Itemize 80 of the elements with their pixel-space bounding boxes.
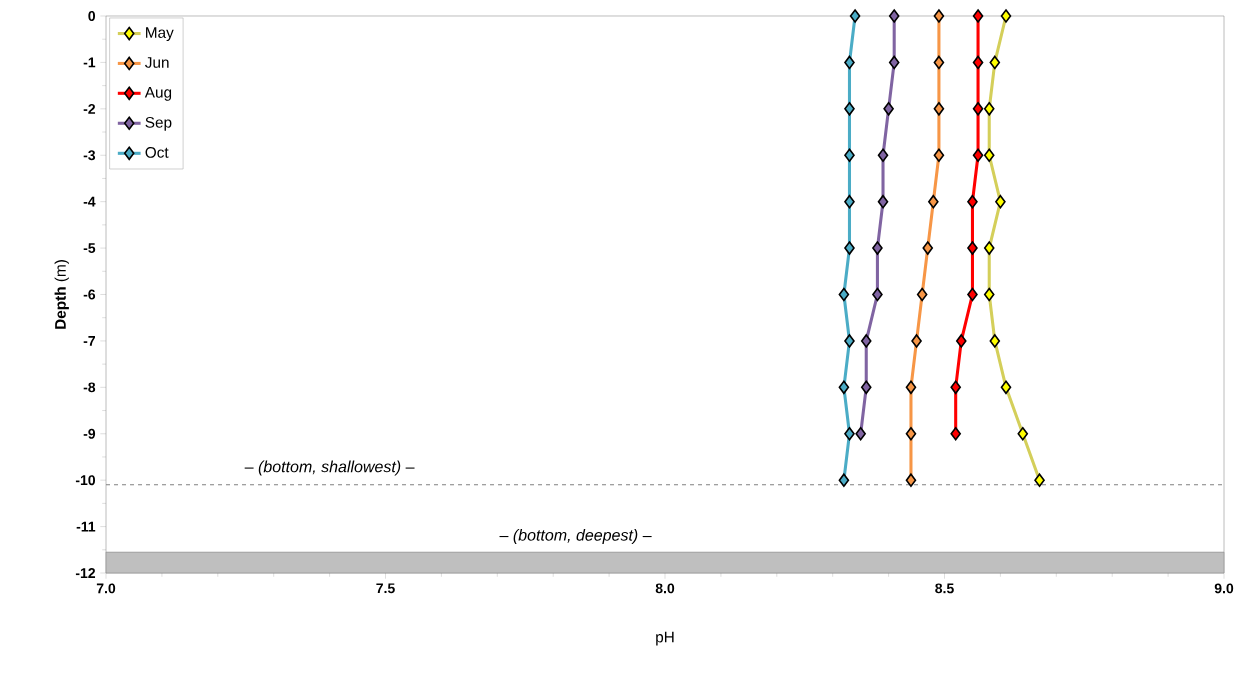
point [1000,380,1012,395]
point [922,241,934,255]
point [877,194,889,209]
point [872,241,883,255]
y-tick-label: -1 [83,57,96,68]
point [933,9,945,23]
y-tick-label: -4 [83,196,96,207]
point [950,426,961,441]
point [855,426,866,441]
point [983,102,995,116]
y-tick-label: -3 [83,150,96,161]
point [838,473,850,487]
point [844,426,855,441]
point [905,473,917,487]
point [849,9,861,23]
point [983,241,995,255]
y-tick-label: -6 [83,289,96,300]
point [972,102,984,116]
y-tick-label: -7 [83,336,95,346]
point [972,148,984,163]
point [950,380,961,395]
point [838,287,850,302]
x-tick-label: 7.0 [96,583,116,594]
y-tick-label: -12 [75,568,96,578]
point [905,426,917,441]
x-tick-label: 9.0 [1214,583,1234,594]
point [989,55,1001,70]
point [838,380,850,395]
point [928,194,939,209]
legend-label: Jun [145,57,169,68]
point [911,334,922,348]
point [844,148,855,163]
x-axis-title: pH [656,631,674,646]
legend-label: Sep [145,116,172,131]
point [888,55,900,70]
y-tick-label: -8 [83,382,96,393]
y-axis-title: Depth (m) [54,260,69,329]
point [933,148,945,163]
legend-label: Oct [145,146,169,158]
y-tick-label: -5 [83,243,96,253]
point [1017,426,1029,441]
point [844,102,855,116]
y-tick-label: -9 [83,428,96,439]
legend-label: May [146,27,174,41]
point [844,194,855,209]
point [877,148,889,163]
point [844,241,855,255]
y-tick-label: 0 [88,11,96,21]
point [860,334,872,348]
point [983,287,995,302]
y-tick-label: -2 [83,103,96,114]
point [916,287,928,302]
y-tick-label: -11 [76,521,96,532]
point [844,55,855,70]
point [1000,9,1012,23]
point [883,102,894,116]
point [989,334,1001,348]
ref-line-label: – (bottom, shallowest) – [244,460,415,476]
point [888,9,900,23]
point [972,9,984,23]
legend-label: Aug [144,87,172,101]
point [933,55,945,70]
y-tick-label: -10 [75,475,96,486]
point [1034,473,1045,487]
point [972,55,984,70]
x-tick-label: 8.0 [655,583,675,594]
point [955,334,967,348]
point [967,194,978,209]
x-tick-label: 7.5 [376,583,395,594]
point [967,241,978,255]
point [995,194,1006,209]
band-label: – (bottom, deepest) – [499,529,652,544]
point [844,334,855,348]
point [872,287,883,302]
point [905,380,917,395]
point [967,287,978,302]
point [983,148,995,163]
x-tick-label: 8.5 [935,583,954,594]
point [933,102,945,116]
point [860,380,872,395]
